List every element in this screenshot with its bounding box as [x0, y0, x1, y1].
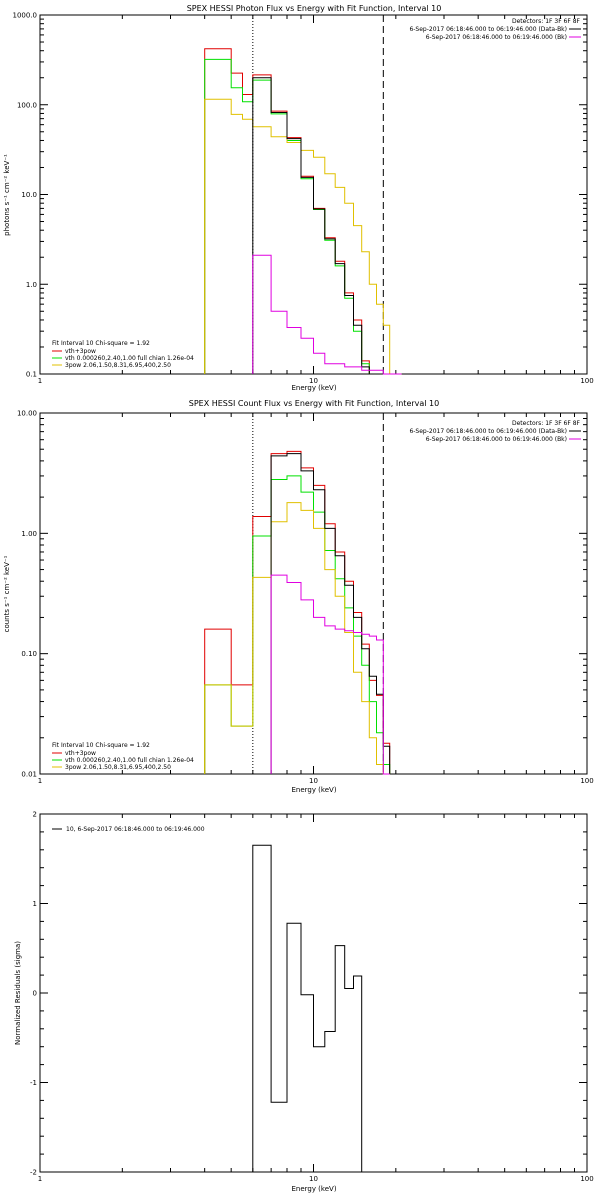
x-tick-label: 100 — [580, 1175, 593, 1183]
legend-vth3pow: vth+3pow — [65, 750, 96, 757]
x-tick-label: 1 — [38, 1175, 42, 1183]
residuals-frame — [39, 813, 588, 1173]
residuals-panel: Energy (keV) Normalized Residuals (sigma… — [14, 811, 594, 1194]
y-tick-label: 0 — [33, 990, 37, 998]
legend-data-bk: 6-Sep-2017 06:18:46.000 to 06:19:46.000 … — [409, 428, 567, 435]
series-3pow-2-06-1-50-8-31-6-95-400-2-50 — [204, 502, 390, 775]
legend-3pow: 3pow 2.06,1.50,8.31,6.95,400,2.50 — [65, 764, 171, 771]
series-10-6-sep-2017-06-18-46-000-to-06-19-46-000 — [252, 844, 363, 1172]
photon-flux-title: SPEX HESSI Photon Flux vs Energy with Fi… — [187, 4, 442, 13]
count-flux-xlabel: Energy (keV) — [291, 786, 336, 794]
count-flux-range-lines — [252, 413, 384, 774]
count-flux-ylabel: counts s⁻¹ cm⁻² keV⁻¹ — [3, 555, 11, 632]
legend-3pow: 3pow 2.06,1.50,8.31,6.95,400,2.50 — [65, 362, 171, 369]
y-tick-label: 1 — [33, 900, 37, 908]
x-tick-label: 1 — [38, 777, 42, 785]
count-flux-panel: SPEX HESSI Count Flux vs Energy with Fit… — [3, 399, 594, 794]
residuals-ticks: 1 10 100 -2 -1 0 1 2 — [30, 811, 594, 1184]
y-tick-label: 100.0 — [17, 101, 37, 109]
legend-vth: vth 0.000260,2.40,1.00 full chian 1.26e-… — [65, 757, 194, 764]
y-tick-label: 10.0 — [21, 191, 37, 199]
residuals-legend: 10, 6-Sep-2017 06:18:46.000 to 06:19:46.… — [66, 826, 205, 833]
series-data-bk — [252, 77, 370, 374]
y-tick-label: -2 — [30, 1169, 37, 1177]
legend-vth: vth 0.000260,2.40,1.00 full chian 1.26e-… — [65, 355, 194, 362]
legend-fit-interval: Fit Interval 10 Chi-square = 1.92 — [52, 340, 150, 347]
photon-flux-panel: SPEX HESSI Photon Flux vs Energy with Fi… — [3, 4, 594, 392]
legend-detectors: Detectors: 1F 3F 6F 8F — [512, 420, 581, 427]
photon-flux-legend-bottom-left: Fit Interval 10 Chi-square = 1.92 vth+3p… — [52, 340, 194, 369]
legend-vth3pow: vth+3pow — [65, 348, 96, 355]
count-flux-legend-top-right: Detectors: 1F 3F 6F 8F 6-Sep-2017 06:18:… — [409, 420, 581, 443]
legend-bk: 6-Sep-2017 06:18:46.000 to 06:19:46.000 … — [426, 34, 567, 41]
x-tick-label: 1 — [38, 377, 42, 385]
y-tick-label: 1.00 — [21, 530, 37, 538]
x-tick-label: 10 — [309, 377, 318, 385]
y-tick-label: 0.1 — [26, 371, 37, 379]
y-tick-label: 10.00 — [17, 410, 37, 418]
legend-bk: 6-Sep-2017 06:18:46.000 to 06:19:46.000 … — [426, 436, 567, 443]
y-tick-label: 2 — [33, 811, 37, 819]
photon-flux-legend-top-right: Detectors: 1F 3F 6F 8F 6-Sep-2017 06:18:… — [409, 18, 581, 41]
count-flux-title: SPEX HESSI Count Flux vs Energy with Fit… — [189, 399, 440, 408]
series-vth-3pow — [204, 450, 391, 774]
y-tick-label: 0.10 — [21, 650, 37, 658]
count-flux-legend-bottom-left: Fit Interval 10 Chi-square = 1.92 vth+3p… — [52, 742, 194, 771]
series-bk — [270, 574, 390, 775]
y-tick-label: 0.01 — [21, 771, 37, 779]
series-bk — [252, 254, 402, 375]
count-flux-ticks: 1 10 100 0.01 0.10 1.00 10.00 — [17, 410, 594, 786]
residuals-xlabel: Energy (keV) — [291, 1185, 336, 1193]
count-flux-frame — [39, 412, 588, 775]
photon-flux-ticks: 1 10 100 0.1 1.0 10.0 100.0 1000.0 — [13, 12, 594, 386]
x-tick-label: 10 — [309, 1175, 318, 1183]
residuals-series — [252, 844, 363, 1172]
photon-flux-xlabel: Energy (keV) — [291, 384, 336, 392]
photon-flux-series — [204, 48, 402, 375]
y-tick-label: 1.0 — [26, 281, 37, 289]
series-vth-0-000260-2-40-1-00-full-chian-1-26e-04 — [204, 475, 391, 774]
photon-flux-ylabel: photons s⁻¹ cm⁻² keV⁻¹ — [3, 154, 11, 236]
x-tick-label: 100 — [580, 377, 593, 385]
series-3pow-2-06-1-50-8-31-6-95-400-2-50 — [204, 98, 402, 375]
photon-flux-range-lines — [252, 15, 384, 374]
y-tick-label: 1000.0 — [13, 12, 38, 20]
legend-detectors: Detectors: 1F 3F 6F 8F — [512, 18, 581, 25]
legend-data-bk: 6-Sep-2017 06:18:46.000 to 06:19:46.000 … — [409, 26, 567, 33]
x-tick-label: 100 — [580, 777, 593, 785]
series-data-bk — [270, 453, 391, 774]
y-tick-label: -1 — [30, 1079, 37, 1087]
x-tick-label: 10 — [309, 777, 318, 785]
legend-fit-interval: Fit Interval 10 Chi-square = 1.92 — [52, 742, 150, 749]
residuals-ylabel: Normalized Residuals (sigma) — [14, 941, 22, 1045]
count-flux-series — [204, 450, 391, 775]
